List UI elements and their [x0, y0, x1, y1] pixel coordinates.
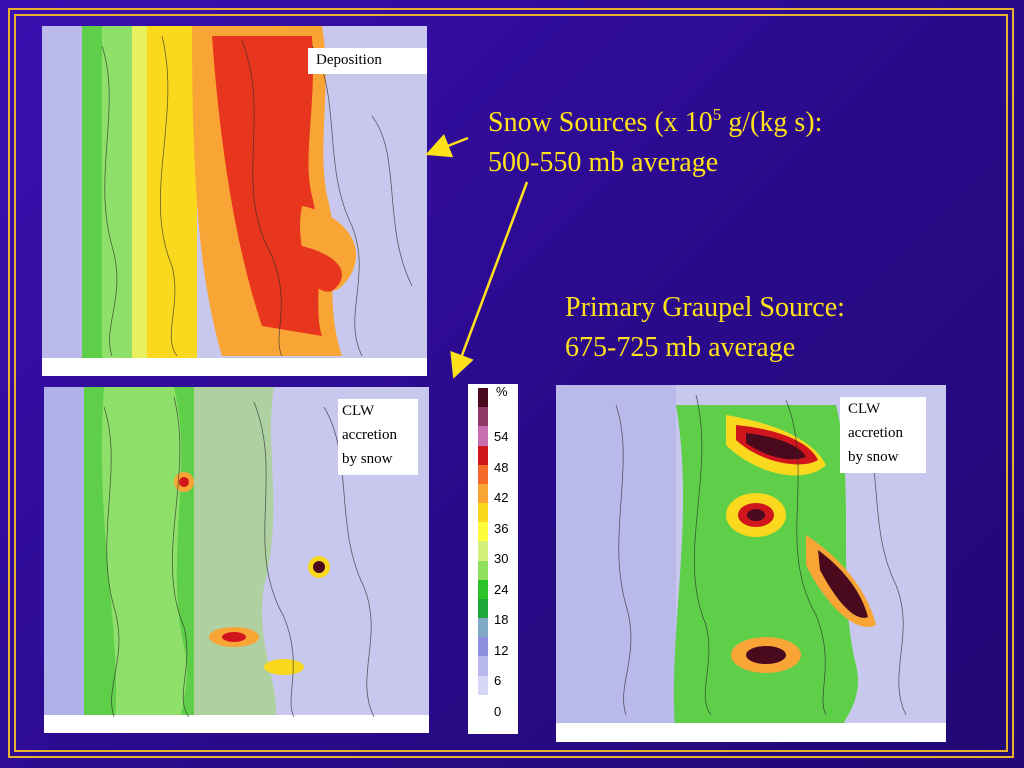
deposition-label: Deposition: [308, 48, 427, 74]
legend-swatch: [478, 541, 488, 562]
snow-title-suffix: g/(kg s):: [721, 107, 823, 138]
snow-title-exponent: 5: [712, 105, 722, 124]
legend-swatch: [478, 503, 488, 523]
legend-swatch: [478, 445, 488, 466]
legend-swatch: [478, 388, 488, 408]
legend-tick-label: 12: [494, 642, 509, 658]
legend-swatch: [478, 675, 488, 696]
deposition-map: Deposition: [42, 26, 427, 376]
legend-swatch: [478, 560, 488, 581]
legend-swatch: [478, 598, 488, 619]
legend-swatch: [478, 407, 488, 427]
legend-swatch: [478, 464, 488, 485]
clw-left-label-line3: by snow: [342, 451, 393, 467]
slide-border-inner: [14, 14, 1008, 752]
clw-left-label: CLW accretion by snow: [338, 399, 418, 475]
legend-swatch: [478, 522, 488, 542]
legend-swatches: [478, 388, 488, 715]
graupel-subtitle: 675-725 mb average: [565, 332, 796, 363]
clw-right-label-line2: accretion: [848, 425, 903, 441]
legend-tick-label: 24: [494, 581, 509, 597]
legend-tick-label: 18: [494, 612, 509, 627]
snow-title-prefix: Snow Sources (x 10: [488, 107, 713, 138]
snow-sources-title: Snow Sources (x 105 g/(kg s):: [488, 105, 822, 141]
clw-right-label-line1: CLW: [848, 401, 881, 417]
legend-tick-label: 36: [494, 520, 509, 536]
legend-tick-label: 54: [494, 429, 509, 444]
clw-left-field: [44, 387, 429, 733]
clw-left-map: CLW accretion by snow: [44, 387, 429, 733]
legend-tick-label: 0: [494, 703, 502, 719]
clw-left-label-line1: CLW: [342, 403, 375, 419]
clw-right-field: [556, 385, 946, 742]
legend-tick-label: 48: [494, 459, 509, 475]
legend-ticks: 54 48 42 36 30 24 18 12 6 0: [478, 384, 518, 724]
clw-right-map: CLW accretion by snow: [556, 385, 946, 742]
arrow-to-deposition: [425, 134, 469, 158]
arrow-to-clw-left: [450, 181, 529, 379]
legend-swatch: [478, 579, 488, 600]
legend-swatch: [478, 618, 488, 638]
snow-sources-subtitle: 500-550 mb average: [488, 147, 719, 178]
clw-right-label-line3: by snow: [848, 449, 899, 465]
legend-swatch: [478, 694, 488, 715]
deposition-label-text: Deposition: [316, 52, 382, 68]
deposition-field: [42, 26, 427, 376]
legend-tick-label: 6: [494, 673, 502, 688]
legend-tick-label: 30: [494, 551, 509, 566]
clw-right-label: CLW accretion by snow: [840, 397, 926, 473]
legend-swatch: [478, 637, 488, 657]
color-legend: % 54 48 42 36 30 24 18 12 6 0: [468, 384, 518, 734]
clw-left-label-line2: accretion: [342, 427, 397, 443]
graupel-title: Primary Graupel Source:: [565, 292, 845, 323]
slide-border-outer: [8, 8, 1014, 758]
legend-swatch: [478, 426, 488, 447]
legend-swatch: [478, 656, 488, 677]
legend-unit: %: [496, 384, 508, 399]
legend-swatch: [478, 483, 488, 504]
legend-tick-label: 42: [494, 490, 509, 505]
